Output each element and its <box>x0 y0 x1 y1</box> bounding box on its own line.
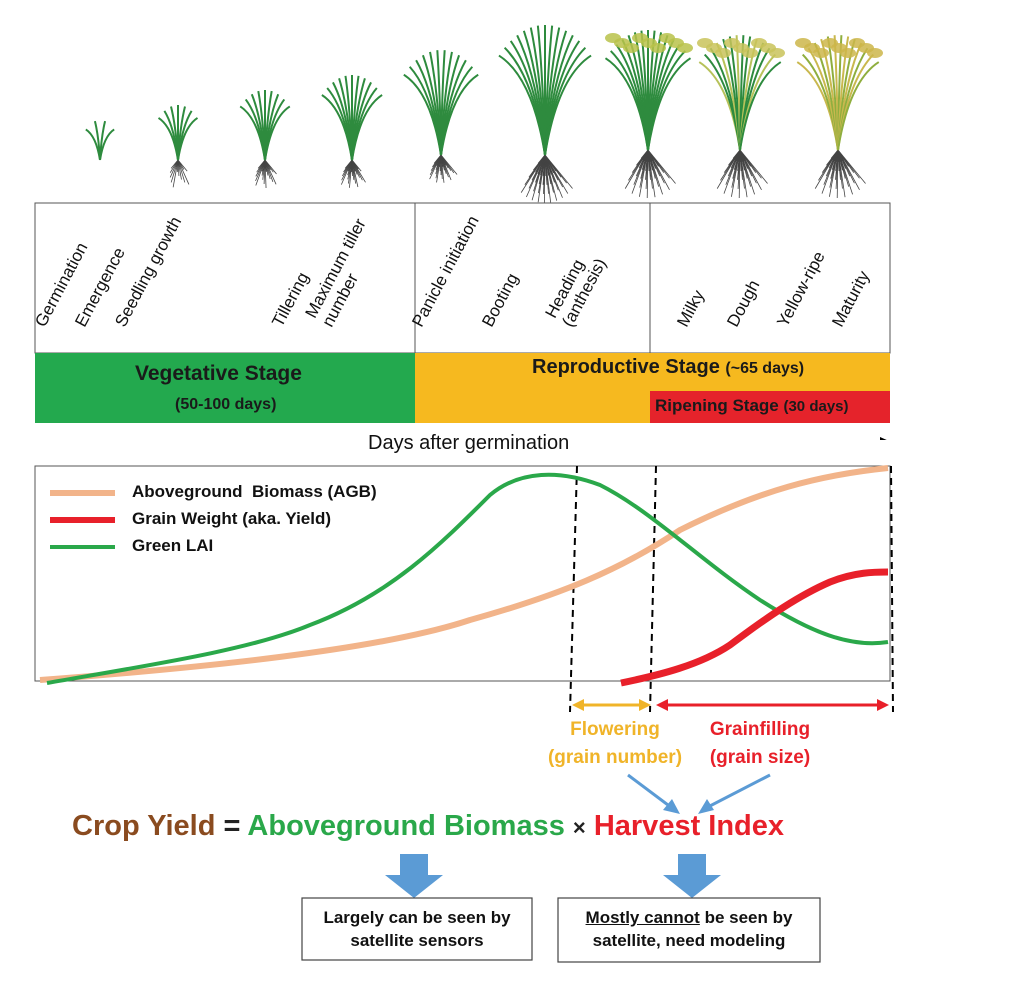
green-lai-curve <box>46 472 889 685</box>
rice-plant-icon <box>239 90 291 188</box>
rice-plant-icon <box>697 35 785 198</box>
rice-plant-icon <box>321 75 383 188</box>
growth-stage-table <box>34 202 891 440</box>
ripening-stage-bar <box>650 391 890 423</box>
rice-plant-icon <box>85 120 115 161</box>
ripening-stage-name: Ripening Stage <box>655 396 779 415</box>
rice-plant-icon <box>604 30 693 198</box>
grain-weight-curve <box>620 568 889 687</box>
legend-grain-label: Grain Weight (aka. Yield) <box>132 509 332 528</box>
eq-harvest-index: Harvest Index <box>593 810 785 842</box>
note-left-text: Largely can be seen by satellite sensors <box>302 906 532 952</box>
vegetative-stage-title: Vegetative Stage <box>135 362 302 385</box>
note-right-text: Mostly cannot be seen by satellite, need… <box>558 906 820 952</box>
rice-plant-icon <box>157 105 199 188</box>
note-left-line1: Largely can be seen by <box>323 908 511 927</box>
flowering-title: Flowering <box>570 719 660 740</box>
vegetative-stage-duration: (50-100 days) <box>175 396 277 413</box>
reproductive-stage-title: Reproductive Stage (~65 days) <box>532 356 804 379</box>
agb-curve <box>39 465 889 683</box>
flowering-subtitle: (grain number) <box>547 747 683 768</box>
down-arrow-right <box>663 854 721 898</box>
flowering-label: Flowering (grain number) <box>535 716 695 772</box>
legend-agb-label: Aboveground Biomass (AGB) <box>132 482 377 501</box>
vegetative-stage-bar <box>35 353 415 423</box>
note-right-line1: Mostly cannot be seen by <box>558 906 820 929</box>
grainfilling-title: Grainfilling <box>709 719 811 740</box>
rice-plant-icon <box>498 25 592 203</box>
grainfilling-label: Grainfilling (grain size) <box>680 716 840 772</box>
reproductive-stage-name: Reproductive Stage <box>532 356 720 378</box>
eq-aboveground-biomass: Aboveground Biomass <box>247 810 565 842</box>
rice-plant-icon <box>795 35 883 198</box>
down-arrow-left <box>385 854 443 898</box>
crop-yield-equation: Crop Yield = Aboveground Biomass × Harve… <box>72 810 784 843</box>
note-right-rest: be seen by <box>699 908 793 927</box>
rice-plant-icon <box>403 50 479 183</box>
eq-equals: = <box>223 810 241 842</box>
note-right-line2: satellite, need modeling <box>592 931 786 950</box>
eq-crop-yield: Crop Yield <box>72 810 216 842</box>
growth-curves-plot <box>34 465 894 713</box>
ripening-stage-title: Ripening Stage (30 days) <box>655 396 849 416</box>
eq-times: × <box>572 815 586 840</box>
legend-lai-label: Green LAI <box>132 536 214 555</box>
note-right-underlined: Mostly cannot <box>585 908 700 927</box>
note-right-box <box>557 897 821 963</box>
grainfilling-subtitle: (grain size) <box>709 747 811 768</box>
note-left-box <box>301 897 533 961</box>
note-left-line2: satellite sensors <box>350 931 484 950</box>
timeline-axis-label: Days after germination <box>368 432 570 454</box>
reproductive-stage-duration: (~65 days) <box>725 360 805 377</box>
rice-plant-illustrations <box>85 25 883 203</box>
ripening-stage-duration: (30 days) <box>783 398 849 415</box>
